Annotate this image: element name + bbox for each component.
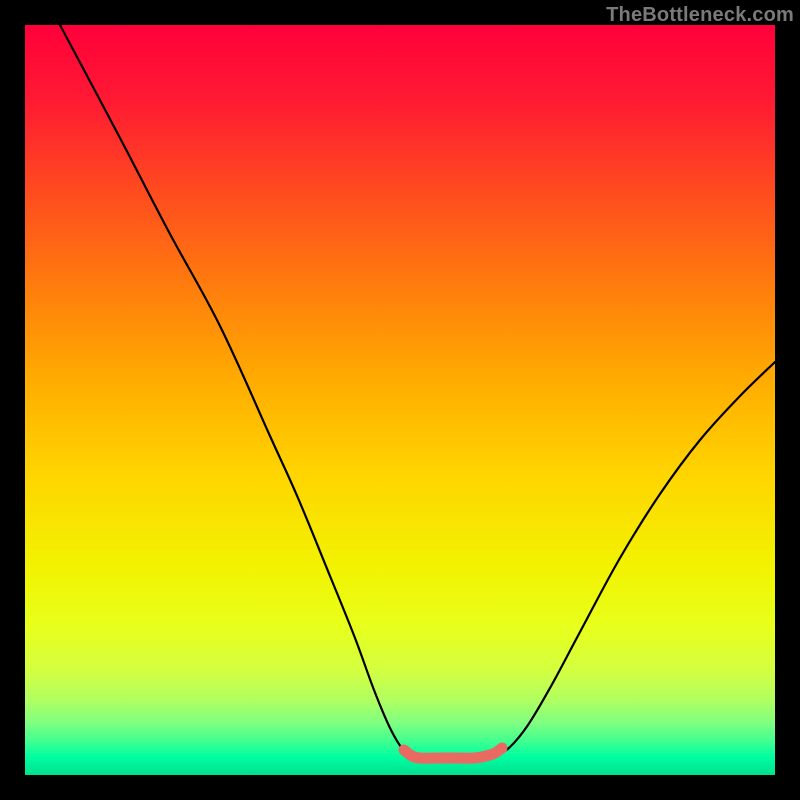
watermark-text: TheBottleneck.com (606, 4, 794, 27)
gradient-background (25, 25, 775, 775)
chart-container: { "viewport": { "width": 800, "height": … (0, 0, 800, 800)
bottleneck-chart (0, 0, 800, 800)
